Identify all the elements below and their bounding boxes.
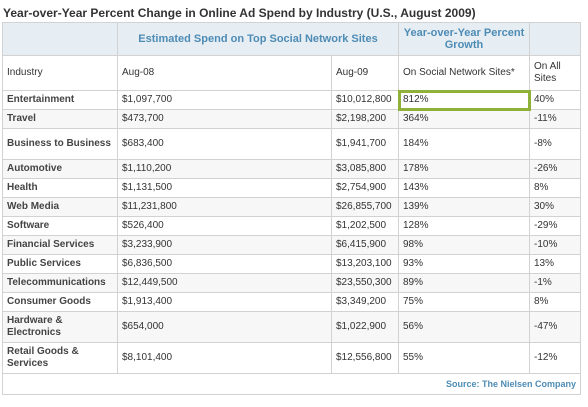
industry-cell: Web Media [2, 197, 118, 217]
industry-cell: Public Services [2, 254, 118, 274]
spend-group-header: Estimated Spend on Top Social Network Si… [117, 22, 399, 56]
table-row: Retail Goods & Services $8,101,400 $12,556… [2, 342, 581, 374]
all-cell: 40% [529, 90, 581, 110]
social-cell: 364% [398, 109, 530, 129]
table-row: Travel $473,700 $2,198,200 364% -11% [2, 109, 581, 129]
aug08-cell: $473,700 [117, 109, 332, 129]
social-cell: 812% [397, 89, 531, 111]
aug08-cell: $3,233,900 [117, 235, 332, 255]
aug09-column-header: Aug-09 [331, 55, 399, 91]
industry-cell: Financial Services [2, 235, 118, 255]
aug08-cell: $12,449,500 [117, 273, 332, 293]
table-row: Business to Business $683,400 $1,941,700 18… [2, 128, 581, 160]
industry-cell: Travel [2, 109, 118, 129]
empty-corner-cell [2, 22, 118, 56]
all-cell: -29% [529, 216, 581, 236]
all-cell: -8% [529, 128, 581, 160]
aug09-cell: $2,198,200 [331, 109, 399, 129]
aug09-cell: $1,022,900 [331, 311, 399, 343]
social-cell: 55% [398, 342, 530, 374]
table-row: Public Services $6,836,500 $13,203,100 93% 1… [2, 254, 581, 274]
aug09-cell: $12,556,800 [331, 342, 399, 374]
aug08-cell: $8,101,400 [117, 342, 332, 374]
table-row: Automotive $1,110,200 $3,085,800 178% -26% [2, 159, 581, 179]
social-cell: 98% [398, 235, 530, 255]
aug09-cell: $13,203,100 [331, 254, 399, 274]
industry-cell: Automotive [2, 159, 118, 179]
empty-header-cell [529, 22, 581, 56]
table-row: Web Media $11,231,800 $26,855,700 139% 30% [2, 197, 581, 217]
aug08-cell: $526,400 [117, 216, 332, 236]
page-title: Year-over-Year Percent Change in Online … [3, 6, 476, 20]
aug09-cell: $23,550,300 [331, 273, 399, 293]
table-row: Software $526,400 $1,202,500 128% -29% [2, 216, 581, 236]
aug08-cell: $6,836,500 [117, 254, 332, 274]
source-note: Source: The Nielsen Company [2, 373, 581, 395]
aug09-cell: $2,754,900 [331, 178, 399, 198]
aug08-cell: $1,097,700 [117, 90, 332, 110]
social-cell: 143% [398, 178, 530, 198]
all-cell: 13% [529, 254, 581, 274]
social-cell: 56% [398, 311, 530, 343]
all-sites-column-header: On All Sites [529, 55, 581, 91]
social-cell: 184% [398, 128, 530, 160]
aug09-cell: $1,941,700 [331, 128, 399, 160]
aug08-cell: $683,400 [117, 128, 332, 160]
social-cell: 89% [398, 273, 530, 293]
table-row: Entertainment $1,097,700 $10,012,800 812% 40… [2, 89, 581, 111]
table-row: Consumer Goods $1,913,400 $3,349,200 75% 8% [2, 292, 581, 312]
aug09-cell: $1,202,500 [331, 216, 399, 236]
all-cell: -12% [529, 342, 581, 374]
industry-cell: Business to Business [2, 128, 118, 160]
table-row: Telecommunications $12,449,500 $23,550,300… [2, 273, 581, 293]
aug08-column-header: Aug-08 [117, 55, 332, 91]
social-cell: 93% [398, 254, 530, 274]
ad-spend-table: Estimated Spend on Top Social Network Si… [2, 22, 581, 395]
table-body: Entertainment $1,097,700 $10,012,800 812% 40… [2, 89, 581, 374]
aug08-cell: $11,231,800 [117, 197, 332, 217]
aug09-cell: $3,085,800 [331, 159, 399, 179]
group-header-row: Estimated Spend on Top Social Network Si… [2, 22, 581, 56]
all-cell: -47% [529, 311, 581, 343]
aug08-cell: $1,131,500 [117, 178, 332, 198]
social-growth-column-header: On Social Network Sites* [398, 55, 530, 91]
social-cell: 75% [398, 292, 530, 312]
social-cell: 178% [398, 159, 530, 179]
aug09-cell: $3,349,200 [331, 292, 399, 312]
industry-cell: Health [2, 178, 118, 198]
industry-cell: Hardware & Electronics [2, 311, 118, 343]
aug08-cell: $1,110,200 [117, 159, 332, 179]
aug09-cell: $10,012,800 [331, 90, 399, 110]
table-row: Hardware & Electronics $654,000 $1,022,900… [2, 311, 581, 343]
industry-cell: Telecommunications [2, 273, 118, 293]
table-row: Health $1,131,500 $2,754,900 143% 8% [2, 178, 581, 198]
table-row: Financial Services $3,233,900 $6,415,900 98… [2, 235, 581, 255]
all-cell: 8% [529, 292, 581, 312]
industry-cell: Entertainment [2, 90, 118, 110]
all-cell: -10% [529, 235, 581, 255]
all-cell: 30% [529, 197, 581, 217]
aug09-cell: $6,415,900 [331, 235, 399, 255]
aug08-cell: $654,000 [117, 311, 332, 343]
industry-cell: Retail Goods & Services [2, 342, 118, 374]
all-cell: -1% [529, 273, 581, 293]
industry-cell: Software [2, 216, 118, 236]
column-header-row: Industry Aug-08 Aug-09 On Social Network… [2, 55, 581, 91]
aug08-cell: $1,913,400 [117, 292, 332, 312]
all-cell: -26% [529, 159, 581, 179]
all-cell: 8% [529, 178, 581, 198]
social-cell: 139% [398, 197, 530, 217]
social-cell: 128% [398, 216, 530, 236]
industry-column-header: Industry [2, 55, 118, 91]
aug09-cell: $26,855,700 [331, 197, 399, 217]
all-cell: -11% [529, 109, 581, 129]
industry-cell: Consumer Goods [2, 292, 118, 312]
growth-group-header: Year-over-Year Percent Growth [398, 22, 530, 56]
